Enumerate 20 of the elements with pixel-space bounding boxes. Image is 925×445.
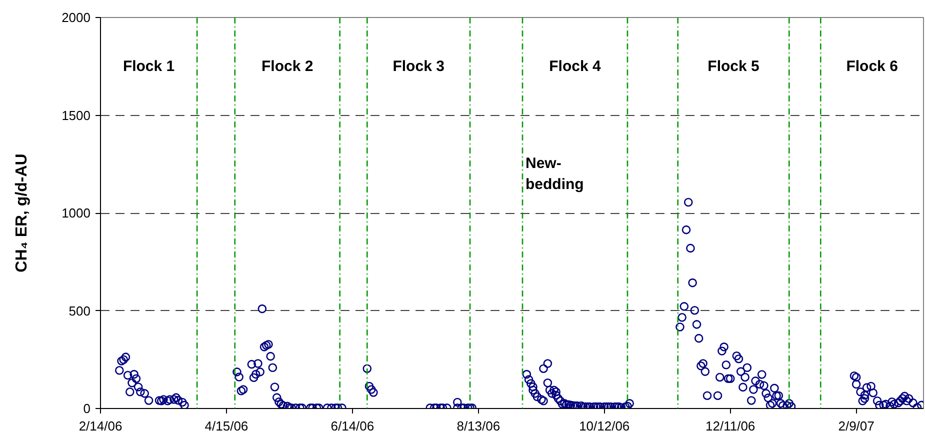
y-axis-title: CH₄ ER, g/d-AU bbox=[14, 154, 31, 272]
annotation: Flock 4 bbox=[549, 58, 602, 75]
x-tick-label: 6/14/06 bbox=[330, 418, 374, 434]
y-tick-label: 0 bbox=[83, 401, 91, 416]
y-tick-label: 2000 bbox=[62, 10, 90, 25]
ref-line-label: New- bedding bbox=[525, 154, 584, 194]
annotation: Flock 6 bbox=[846, 58, 898, 75]
x-tick-label: 4/15/06 bbox=[204, 418, 248, 434]
annotation: Flock 1 bbox=[122, 58, 175, 75]
y-tick-label: 1000 bbox=[62, 206, 90, 220]
y-tick-label: 500 bbox=[68, 303, 91, 318]
y-tick-label: 1500 bbox=[62, 108, 90, 123]
annotation: Flock 3 bbox=[392, 58, 444, 75]
x-tick-label: 10/12/06 bbox=[579, 418, 630, 434]
annotation: Flock 5 bbox=[708, 58, 760, 75]
x-tick-label: 2/14/06 bbox=[78, 418, 122, 434]
annotation: Flock 2 bbox=[262, 58, 314, 75]
x-tick-label: 2/9/07 bbox=[838, 418, 874, 434]
x-tick-label: 8/13/06 bbox=[456, 418, 500, 434]
x-tick-label: 12/11/06 bbox=[706, 418, 756, 434]
